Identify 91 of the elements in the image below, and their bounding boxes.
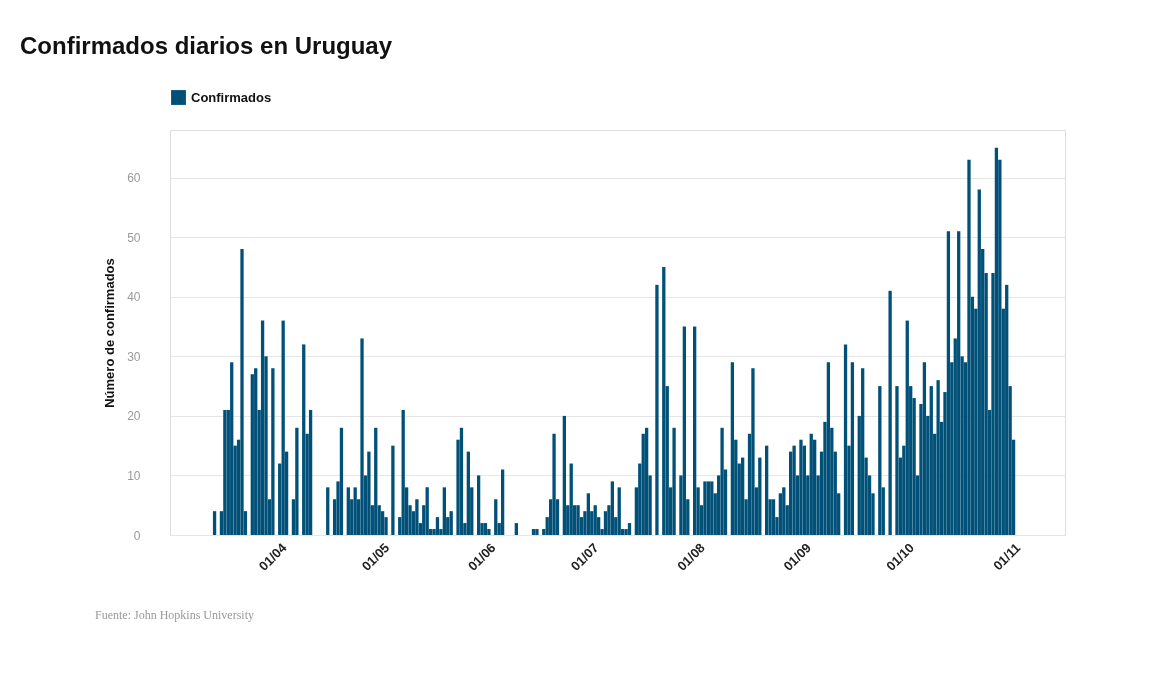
bar bbox=[212, 511, 217, 535]
bar bbox=[782, 487, 786, 535]
bar bbox=[929, 386, 933, 535]
y-tick-label: 20 bbox=[127, 409, 141, 424]
bar bbox=[476, 475, 481, 535]
bar bbox=[500, 469, 505, 535]
bar bbox=[792, 445, 796, 535]
bar bbox=[922, 362, 927, 535]
bar bbox=[1005, 284, 1009, 535]
bar bbox=[994, 147, 999, 535]
bar bbox=[449, 511, 453, 535]
legend-label: Confirmados bbox=[191, 89, 272, 105]
bar bbox=[826, 362, 831, 535]
bar bbox=[576, 505, 580, 535]
bar bbox=[765, 445, 769, 535]
bar bbox=[494, 499, 498, 535]
bar bbox=[459, 427, 464, 535]
bar bbox=[367, 451, 371, 535]
bar bbox=[442, 487, 446, 535]
source-note: Fuente: John Hopkins University bbox=[95, 608, 254, 622]
y-tick-label: 40 bbox=[127, 290, 141, 305]
bar bbox=[672, 427, 676, 535]
bar bbox=[703, 481, 707, 535]
bar bbox=[271, 368, 275, 535]
bar bbox=[850, 362, 855, 535]
bar bbox=[843, 344, 848, 535]
bar bbox=[360, 338, 364, 535]
y-tick-label: 10 bbox=[127, 468, 141, 483]
bar bbox=[281, 320, 285, 535]
y-tick-label: 50 bbox=[127, 230, 141, 245]
bar bbox=[535, 529, 539, 535]
bar bbox=[710, 481, 714, 535]
bar bbox=[569, 463, 573, 535]
bar bbox=[346, 487, 350, 535]
bar bbox=[353, 487, 357, 535]
bar bbox=[326, 487, 330, 535]
y-tick-label: 30 bbox=[127, 349, 141, 364]
bar bbox=[861, 368, 865, 535]
bar bbox=[260, 320, 265, 535]
y-tick-label: 60 bbox=[127, 171, 141, 186]
bar bbox=[586, 493, 590, 535]
bar bbox=[627, 523, 632, 535]
y-tick-label: 0 bbox=[133, 528, 141, 543]
bar bbox=[435, 517, 440, 535]
bar bbox=[466, 451, 470, 535]
bar bbox=[514, 523, 518, 535]
bar bbox=[562, 415, 566, 535]
bar bbox=[339, 427, 344, 535]
bar bbox=[706, 481, 711, 535]
bar bbox=[751, 368, 755, 535]
bar bbox=[936, 380, 940, 535]
bar bbox=[230, 362, 234, 535]
bar bbox=[905, 320, 909, 535]
bar bbox=[617, 487, 621, 535]
bar bbox=[878, 386, 882, 535]
bar bbox=[771, 499, 776, 535]
bar bbox=[552, 433, 556, 535]
bar bbox=[758, 457, 762, 535]
y-axis-title: Número de confirmados bbox=[102, 258, 118, 408]
bar bbox=[655, 284, 659, 535]
bar bbox=[720, 427, 724, 535]
bar bbox=[662, 266, 666, 535]
bar bbox=[483, 523, 488, 535]
bar bbox=[391, 445, 395, 535]
bar bbox=[308, 409, 313, 535]
bar bbox=[302, 344, 306, 535]
bar bbox=[645, 427, 649, 535]
bar bbox=[730, 362, 735, 535]
bar bbox=[425, 487, 429, 535]
bar bbox=[610, 481, 615, 535]
bar bbox=[295, 427, 299, 535]
bar bbox=[895, 386, 899, 535]
bar bbox=[888, 290, 892, 535]
bar bbox=[415, 499, 419, 535]
bar bbox=[957, 231, 961, 535]
bar bbox=[682, 326, 687, 535]
bar bbox=[809, 433, 813, 535]
bar bbox=[946, 231, 951, 535]
bar bbox=[254, 368, 258, 535]
chart-title: Confirmados diarios en Uruguay bbox=[20, 32, 393, 59]
bar bbox=[240, 249, 244, 535]
bar bbox=[401, 409, 405, 535]
bar bbox=[799, 439, 803, 535]
bar bbox=[223, 409, 227, 535]
bar bbox=[593, 505, 597, 535]
bar bbox=[374, 427, 378, 535]
bar bbox=[977, 189, 981, 535]
bar bbox=[967, 159, 971, 535]
bar bbox=[693, 326, 697, 535]
bar bbox=[741, 457, 745, 535]
bar bbox=[531, 529, 536, 535]
